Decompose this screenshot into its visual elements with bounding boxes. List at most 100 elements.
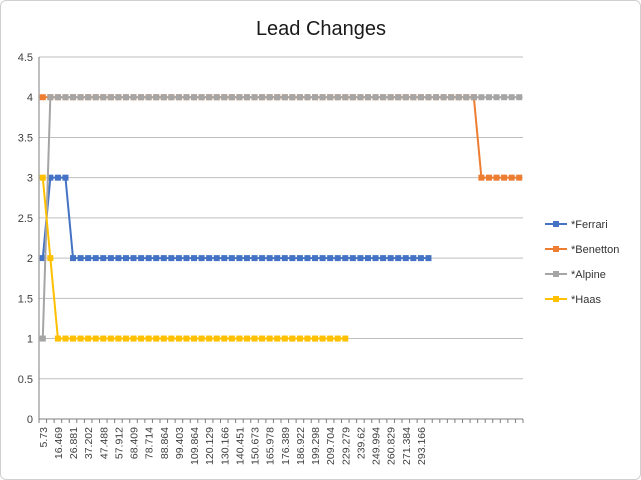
data-point	[62, 335, 69, 342]
x-tick-label: 249.994	[371, 427, 383, 465]
data-point	[115, 255, 122, 262]
data-point	[372, 94, 379, 101]
gridlines	[39, 56, 523, 380]
data-point	[342, 255, 349, 262]
data-point	[77, 255, 84, 262]
data-point	[191, 335, 198, 342]
x-tick-label: 165.978	[265, 427, 277, 465]
data-point	[274, 94, 281, 101]
data-point	[213, 255, 220, 262]
data-point	[395, 255, 402, 262]
legend-label: *Benetton	[571, 244, 619, 256]
data-point	[62, 94, 69, 101]
data-point	[92, 255, 99, 262]
data-point	[236, 94, 243, 101]
data-point	[183, 255, 190, 262]
x-tick-label: 150.673	[250, 427, 262, 465]
data-point	[92, 335, 99, 342]
x-tick-label: 130.166	[219, 427, 231, 465]
data-point	[160, 335, 167, 342]
data-point	[327, 255, 334, 262]
data-point	[349, 255, 356, 262]
data-point	[289, 335, 296, 342]
legend-item: *Ferrari	[545, 219, 608, 231]
data-point	[115, 335, 122, 342]
data-point	[107, 255, 114, 262]
data-point	[364, 255, 371, 262]
data-point	[364, 94, 371, 101]
x-tick-label: 68.409	[129, 427, 141, 459]
data-point	[433, 94, 440, 101]
y-tick-label: 3.5	[18, 132, 33, 144]
data-point	[62, 174, 69, 181]
data-point	[221, 94, 228, 101]
x-tick-label: 199.298	[310, 427, 322, 465]
data-point	[206, 94, 213, 101]
data-point	[259, 255, 266, 262]
data-point	[122, 335, 129, 342]
data-point	[281, 335, 288, 342]
data-point	[153, 335, 160, 342]
data-point	[77, 335, 84, 342]
data-point	[410, 94, 417, 101]
data-point	[70, 335, 77, 342]
legend-swatch-marker	[553, 271, 559, 277]
data-point	[228, 94, 235, 101]
x-tick-label: 88.864	[159, 427, 171, 459]
legend: *Ferrari *Benetton *Alpine *Haas	[545, 219, 619, 306]
data-point	[122, 255, 129, 262]
data-point	[342, 94, 349, 101]
y-tick-label: 0	[27, 414, 33, 426]
data-point	[319, 94, 326, 101]
data-point	[145, 255, 152, 262]
y-tick-label: 1	[27, 334, 33, 346]
y-tick-label: 4	[27, 92, 33, 104]
data-point	[47, 94, 54, 101]
data-point	[478, 174, 485, 181]
data-point	[417, 255, 424, 262]
data-point	[266, 94, 273, 101]
data-point	[183, 335, 190, 342]
data-point	[463, 94, 470, 101]
data-point	[493, 94, 500, 101]
series-line	[41, 176, 429, 260]
data-point	[448, 94, 455, 101]
data-point	[47, 174, 54, 181]
data-point	[228, 335, 235, 342]
data-point	[455, 94, 462, 101]
x-tick-label: 293.166	[416, 427, 428, 465]
data-point	[236, 255, 243, 262]
data-point	[493, 174, 500, 181]
data-point	[221, 255, 228, 262]
x-tick-label: 239.62	[355, 427, 367, 459]
data-point	[70, 255, 77, 262]
y-tick-label: 3	[27, 173, 33, 185]
data-point	[175, 94, 182, 101]
legend-swatch-marker	[553, 221, 559, 227]
data-point	[319, 255, 326, 262]
data-point	[54, 335, 61, 342]
x-tick-label: 176.389	[280, 427, 292, 465]
legend-item: *Haas	[545, 294, 601, 306]
data-point	[213, 335, 220, 342]
data-point	[312, 255, 319, 262]
y-tick-label: 1.5	[18, 293, 33, 305]
data-point	[395, 94, 402, 101]
data-point	[138, 94, 145, 101]
data-point	[39, 94, 46, 101]
data-point	[508, 94, 515, 101]
data-point	[402, 94, 409, 101]
data-point	[122, 94, 129, 101]
data-point	[85, 255, 92, 262]
data-point	[39, 255, 46, 262]
x-tick-label: 120.129	[204, 427, 216, 465]
data-point	[274, 335, 281, 342]
x-tick-label: 5.73	[38, 427, 50, 448]
legend-label: *Alpine	[571, 269, 606, 281]
x-tick-label: 57.912	[113, 427, 125, 459]
data-point	[501, 94, 508, 101]
data-point	[259, 335, 266, 342]
x-tick-label: 99.403	[174, 427, 186, 459]
data-point	[425, 255, 432, 262]
data-point	[296, 255, 303, 262]
